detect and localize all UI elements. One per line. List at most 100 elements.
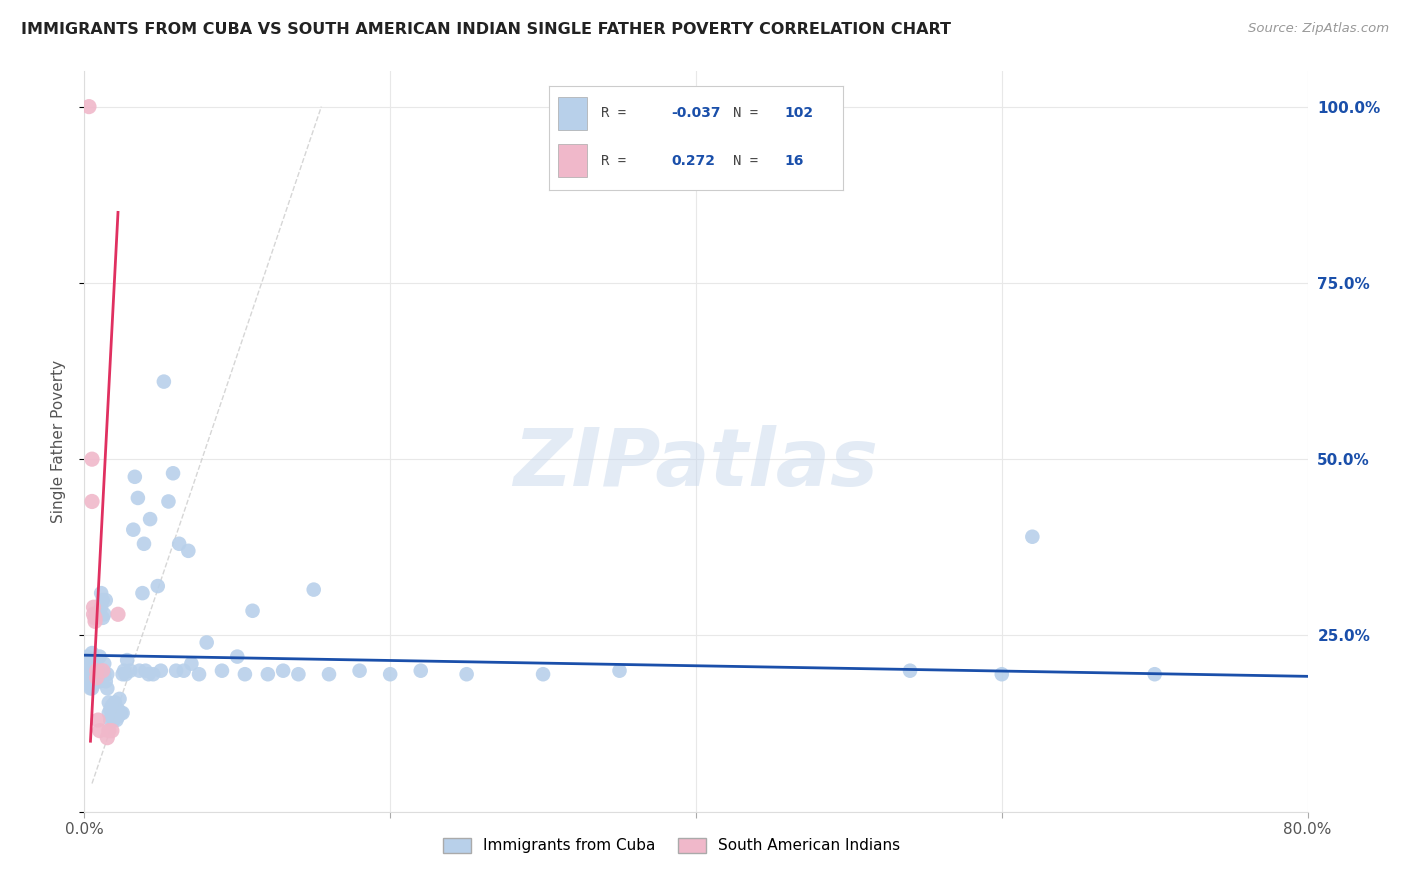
Point (165, 664, 187, 678)
Point (80, 667, 103, 681)
Point (112, 664, 135, 678)
Point (609, 664, 631, 678)
Point (180, 657, 202, 671)
Point (77, 674, 100, 689)
Point (103, 713, 125, 727)
Point (456, 667, 478, 681)
Point (115, 653, 138, 667)
Point (96, 731, 118, 745)
Point (83, 653, 105, 667)
Point (318, 667, 340, 681)
Point (87, 664, 110, 678)
Point (211, 664, 233, 678)
Point (79, 681, 101, 696)
Point (124, 470, 146, 484)
Point (991, 667, 1014, 681)
Point (108, 692, 131, 706)
Point (84, 611, 107, 625)
Point (132, 537, 155, 551)
Point (135, 664, 157, 678)
Point (89, 649, 111, 664)
Point (898, 664, 921, 678)
Point (226, 649, 249, 664)
Point (91, 664, 114, 678)
Point (233, 667, 256, 681)
Point (138, 667, 160, 681)
Point (188, 667, 211, 681)
Point (139, 512, 162, 526)
Point (80, 494, 103, 508)
Point (1021, 530, 1043, 544)
Point (104, 706, 127, 720)
Text: Source: ZipAtlas.com: Source: ZipAtlas.com (1249, 22, 1389, 36)
Point (97, 695, 120, 709)
Point (87, 674, 110, 689)
Point (93, 667, 115, 681)
Point (107, 709, 129, 723)
Point (107, 607, 129, 622)
Point (84, 664, 107, 678)
Point (93, 607, 115, 622)
Point (302, 582, 325, 597)
Point (94, 593, 117, 607)
Point (128, 664, 150, 678)
Y-axis label: Single Father Poverty: Single Father Poverty (51, 360, 66, 523)
Point (80, 681, 103, 696)
Text: ZIPatlas: ZIPatlas (513, 425, 879, 503)
Point (80, 646, 103, 660)
Point (86, 671, 108, 685)
Point (101, 723, 124, 738)
Point (79, 653, 101, 667)
Point (90, 600, 112, 615)
Point (76, 649, 98, 664)
Point (153, 375, 176, 389)
Point (79, 664, 101, 678)
Point (146, 579, 169, 593)
Point (110, 706, 132, 720)
Point (94, 674, 117, 689)
Point (1143, 667, 1166, 681)
Point (80, 452, 103, 467)
Point (79, 674, 101, 689)
Point (77, 100, 100, 114)
Point (79, 667, 101, 681)
Point (177, 544, 200, 558)
Point (101, 709, 124, 723)
Point (111, 706, 134, 720)
Point (101, 698, 124, 713)
Point (105, 713, 128, 727)
Point (91, 611, 114, 625)
Point (167, 537, 190, 551)
Point (271, 664, 294, 678)
Point (242, 604, 264, 618)
Point (80, 664, 103, 678)
Point (287, 667, 309, 681)
Point (380, 667, 402, 681)
Point (157, 494, 180, 508)
Point (111, 667, 134, 681)
Point (83, 664, 105, 678)
Point (142, 667, 165, 681)
Point (97, 723, 120, 738)
Point (149, 664, 172, 678)
Point (83, 667, 105, 681)
Point (104, 695, 127, 709)
Point (531, 667, 554, 681)
Point (173, 664, 195, 678)
Point (349, 664, 371, 678)
Point (103, 702, 125, 716)
Point (162, 467, 184, 481)
Point (80, 674, 103, 689)
Point (120, 664, 142, 678)
Point (89, 674, 111, 689)
Point (84, 615, 107, 629)
Legend: Immigrants from Cuba, South American Indians: Immigrants from Cuba, South American Ind… (437, 831, 905, 860)
Point (87, 713, 110, 727)
Point (107, 702, 129, 716)
Point (77, 667, 100, 681)
Point (96, 667, 118, 681)
Point (131, 586, 153, 600)
Point (83, 674, 105, 689)
Point (77, 657, 100, 671)
Point (257, 667, 280, 681)
